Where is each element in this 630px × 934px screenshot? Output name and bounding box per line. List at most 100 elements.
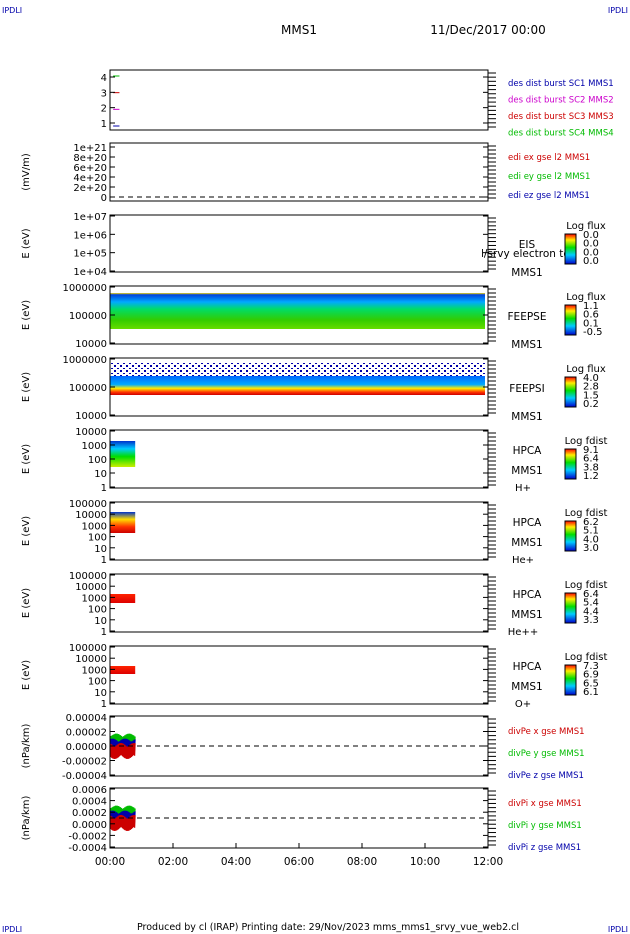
- ytick-label-divpi-5: -0.0004: [68, 843, 107, 854]
- ytick-label-edi-5: 0: [101, 193, 107, 204]
- colorbar-tick-feepsi-3: 0.2: [583, 399, 599, 410]
- ytick-label-hpca_he2-5: 1: [101, 627, 107, 638]
- ytick-label-hpca_h-3: 10: [94, 469, 107, 480]
- ytick-label-feepse-0: 1000000: [62, 283, 107, 294]
- ylabel-eis: E (eV): [21, 228, 32, 258]
- colorbar-tick-feepse-2: 0.1: [583, 318, 599, 329]
- species-label-hpca_he: He+: [512, 555, 534, 566]
- ytick-label-divpe-2: 0.00000: [66, 742, 107, 753]
- instrument-label-feepsi: FEEPSI: [509, 383, 544, 395]
- species-label-hpca_h: H+: [515, 483, 531, 494]
- xtick-label-5: 10:00: [410, 856, 440, 868]
- page-datetime: 11/Dec/2017 00:00: [430, 23, 546, 37]
- ylabel-hpca_he2: E (eV): [21, 588, 32, 618]
- ylabel-edi: (mV/m): [21, 153, 32, 191]
- sc-label-feepsi: MMS1: [511, 411, 542, 423]
- ytick-label-burst-0: 4: [101, 73, 107, 84]
- colorbar-tick-feepsi-1: 2.8: [583, 382, 599, 393]
- ytick-label-divpe-1: 0.00002: [66, 728, 107, 739]
- ylabel-hpca_he: E (eV): [21, 516, 32, 546]
- ytick-label-divpe-4: -0.00004: [62, 771, 107, 782]
- feepsi-spectrogram: [110, 376, 485, 395]
- colorbar-title-hpca_o: Log fdist: [565, 652, 608, 663]
- xtick-label-6: 12:00: [473, 856, 503, 868]
- ytick-label-burst-3: 1: [101, 119, 107, 130]
- ytick-label-burst-2: 2: [101, 104, 107, 115]
- ytick-label-hpca_h-0: 10000: [75, 427, 107, 438]
- divpe-trace-1: [109, 738, 136, 752]
- corner-label-tl: IPDLI: [2, 6, 22, 15]
- colorbar-tick-hpca_he2-1: 5.4: [583, 598, 599, 609]
- legend-burst-1: des dist burst SC2 MMS2: [508, 96, 614, 106]
- instrument-label-eis: EIS: [519, 239, 536, 251]
- panel-frame-hpca_he2: [109, 573, 489, 633]
- ytick-label-divpe-3: -0.00002: [62, 757, 107, 768]
- colorbar-tick-hpca_h-3: 1.2: [583, 471, 599, 482]
- ytick-label-hpca_h-1: 1000: [82, 441, 107, 452]
- ylabel-hpca_o: E (eV): [21, 660, 32, 690]
- ytick-label-hpca_he-0: 100000: [69, 499, 107, 510]
- divpe-trace-0: [109, 733, 136, 747]
- legend-edi-0: edi ex gse l2 MMS1: [508, 153, 590, 163]
- corner-label-bl: IPDLI: [2, 925, 22, 934]
- ytick-label-hpca_he2-0: 100000: [69, 571, 107, 582]
- legend-burst-2: des dist burst SC3 MMS3: [508, 112, 614, 122]
- divpi-trace-0: [109, 805, 136, 819]
- colorbar-title-hpca_he: Log fdist: [565, 508, 608, 519]
- legend-divpi-0: divPi x gse MMS1: [508, 799, 582, 809]
- panel-frame-hpca_o: [109, 645, 489, 705]
- sc-label-hpca_h: MMS1: [511, 465, 542, 477]
- panel-frame-burst: [109, 69, 489, 131]
- instrument-label-hpca_he: HPCA: [513, 517, 543, 529]
- xtick-label-2: 04:00: [221, 856, 251, 868]
- colorbar-tick-hpca_he-2: 4.0: [583, 534, 599, 545]
- ytick-label-divpi-4: -0.0002: [68, 831, 107, 842]
- legend-divpi-1: divPi y gse MMS1: [508, 821, 582, 831]
- sc-label-hpca_he2: MMS1: [511, 609, 542, 621]
- ytick-label-hpca_he-2: 1000: [82, 521, 107, 532]
- ytick-label-edi-4: 2e+20: [73, 183, 107, 194]
- ylabel-hpca_h: E (eV): [21, 444, 32, 474]
- ytick-label-eis-0: 1e+07: [73, 212, 107, 223]
- corner-label-tr: IPDLI: [608, 6, 628, 15]
- ytick-label-feepsi-2: 10000: [75, 411, 107, 422]
- ytick-label-hpca_o-0: 100000: [69, 643, 107, 654]
- ytick-label-feepsi-1: 100000: [69, 383, 107, 394]
- feepse-spectrogram: [110, 293, 485, 329]
- colorbar-tick-hpca_o-2: 6.5: [583, 678, 599, 689]
- colorbar-title-hpca_he2: Log fdist: [565, 580, 608, 591]
- legend-edi-1: edi ey gse l2 MMS1: [508, 172, 590, 182]
- colorbar-tick-eis-3: 0.0: [583, 256, 599, 267]
- ytick-label-hpca_o-3: 100: [88, 677, 107, 688]
- panel-frame-edi: [109, 142, 489, 202]
- ytick-label-eis-1: 1e+06: [73, 230, 107, 241]
- colorbar-title-eis: Log flux: [566, 221, 606, 232]
- ytick-label-divpi-2: 0.0002: [72, 808, 107, 819]
- hpca-he-spectrogram: [110, 512, 136, 533]
- ytick-label-divpi-0: 0.0006: [72, 785, 107, 796]
- ytick-label-divpi-3: 0.0000: [72, 820, 107, 831]
- ytick-label-burst-1: 3: [101, 88, 107, 99]
- colorbar-tick-eis-0: 0.0: [583, 230, 599, 241]
- legend-burst-3: des dist burst SC4 MMS4: [508, 129, 614, 139]
- colorbar-tick-eis-1: 0.0: [583, 239, 599, 250]
- colorbar-tick-hpca_h-1: 6.4: [583, 454, 599, 465]
- colorbar-hpca_he2: [564, 592, 577, 624]
- ylabel-divpi: (nPa/km): [21, 796, 32, 841]
- sc-label-hpca_o: MMS1: [511, 681, 542, 693]
- colorbar-tick-hpca_o-1: 6.9: [583, 670, 599, 681]
- colorbar-tick-hpca_h-0: 9.1: [583, 445, 599, 456]
- divpi-trace-2: [109, 814, 136, 832]
- panels-group: 4 3 2 1 des dist burst SC1 MMS1 des dist burs…: [21, 69, 614, 868]
- xtick-label-0: 00:00: [95, 856, 125, 868]
- colorbar-feepse: [564, 304, 577, 336]
- ytick-label-hpca_o-2: 1000: [82, 665, 107, 676]
- ytick-label-hpca_o-4: 10: [94, 688, 107, 699]
- ytick-label-hpca_he2-4: 10: [94, 616, 107, 627]
- ytick-label-hpca_he-1: 10000: [75, 510, 107, 521]
- ytick-label-hpca_he-5: 1: [101, 555, 107, 566]
- instrument-label-hpca_h: HPCA: [513, 445, 543, 457]
- ytick-label-hpca_he-3: 100: [88, 533, 107, 544]
- ytick-label-hpca_o-1: 10000: [75, 654, 107, 665]
